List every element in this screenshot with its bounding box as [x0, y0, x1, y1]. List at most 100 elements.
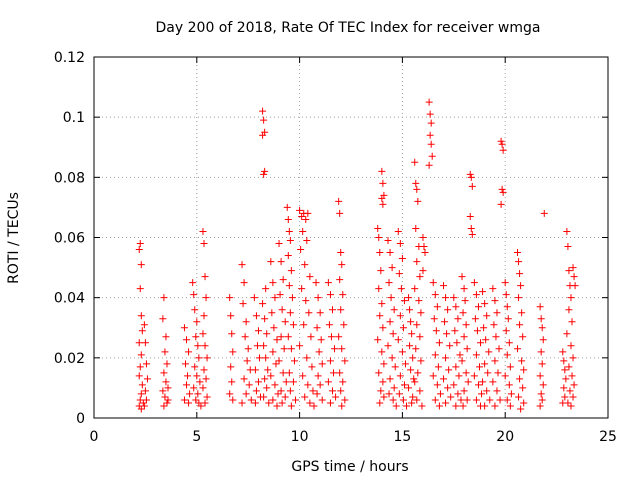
data-point [240, 375, 248, 383]
data-point [435, 339, 443, 347]
data-point [480, 324, 488, 332]
data-point [328, 306, 336, 314]
data-point [137, 405, 145, 413]
y-axis-label: ROTI / TECUs [6, 192, 22, 284]
data-point [238, 399, 246, 407]
data-point [413, 396, 421, 404]
data-point [425, 98, 433, 106]
data-point [185, 399, 193, 407]
data-point [428, 152, 436, 160]
data-point [303, 237, 311, 245]
data-point [336, 209, 344, 217]
data-point [374, 224, 382, 232]
data-point [481, 402, 489, 410]
data-point [560, 357, 568, 365]
data-point [519, 384, 527, 392]
data-point [433, 381, 441, 389]
data-point [227, 312, 235, 320]
data-point [470, 372, 478, 380]
data-point [316, 381, 324, 389]
data-point [483, 312, 491, 320]
data-point [374, 336, 382, 344]
data-point [375, 234, 383, 241]
data-point [388, 264, 396, 272]
data-point [263, 384, 271, 392]
data-point [457, 396, 465, 404]
data-point [243, 357, 251, 365]
data-point [275, 357, 283, 365]
data-point [567, 402, 575, 410]
data-point [451, 327, 459, 335]
data-point [189, 279, 197, 287]
data-point [378, 194, 386, 202]
data-point [377, 267, 385, 275]
data-point [302, 297, 310, 305]
data-point [160, 402, 168, 410]
data-point [518, 357, 526, 365]
data-point [227, 363, 235, 371]
data-point [386, 318, 394, 326]
data-point [184, 372, 192, 380]
data-point [441, 318, 449, 326]
x-tick-label: 20 [496, 429, 514, 445]
data-point [431, 291, 439, 299]
data-point [452, 303, 460, 311]
data-point [567, 342, 575, 350]
data-point [337, 387, 345, 395]
data-point [498, 140, 506, 148]
data-point [395, 270, 403, 278]
data-point [515, 393, 523, 401]
data-point [473, 327, 481, 335]
data-point [407, 318, 415, 326]
data-point [339, 378, 347, 386]
data-point [565, 306, 573, 314]
data-point [289, 378, 297, 386]
data-point [496, 396, 504, 404]
data-point [228, 330, 236, 338]
data-point [389, 330, 397, 338]
data-point [538, 396, 546, 404]
data-point [283, 203, 291, 211]
data-point [195, 354, 203, 362]
data-point [288, 294, 296, 302]
data-point [468, 182, 476, 190]
data-point [569, 393, 577, 401]
data-point [412, 224, 420, 232]
data-point [163, 360, 171, 368]
data-point [301, 393, 309, 401]
data-point [194, 342, 202, 350]
data-point [375, 285, 383, 293]
x-axis-label: GPS time / hours [291, 459, 408, 475]
data-point [562, 375, 570, 383]
data-point [458, 357, 466, 365]
data-point [305, 309, 313, 317]
data-point [379, 324, 387, 332]
data-point [462, 321, 470, 329]
data-point [481, 360, 489, 368]
data-point [181, 360, 189, 368]
axis-ticks: 0 5 10 15 20 25 0 0.02 0.04 0.06 0.08 0.1 0.12 [54, 50, 617, 445]
data-point [440, 375, 448, 383]
data-point [409, 354, 417, 362]
data-point [191, 363, 199, 371]
data-point [245, 381, 253, 389]
data-point [250, 294, 258, 302]
data-point [396, 372, 404, 380]
data-point [460, 387, 468, 395]
data-point [440, 282, 448, 290]
data-point [429, 372, 437, 380]
data-point [459, 402, 467, 410]
data-point [415, 297, 423, 305]
data-point [498, 185, 506, 193]
data-point [459, 309, 467, 317]
data-point [263, 330, 271, 338]
data-point [139, 399, 147, 407]
data-point [497, 200, 505, 208]
data-point [539, 381, 547, 389]
data-point [516, 321, 524, 329]
data-point [203, 393, 211, 401]
data-point [482, 336, 490, 344]
data-point [141, 387, 149, 395]
data-point [537, 390, 545, 398]
data-point [312, 279, 320, 287]
